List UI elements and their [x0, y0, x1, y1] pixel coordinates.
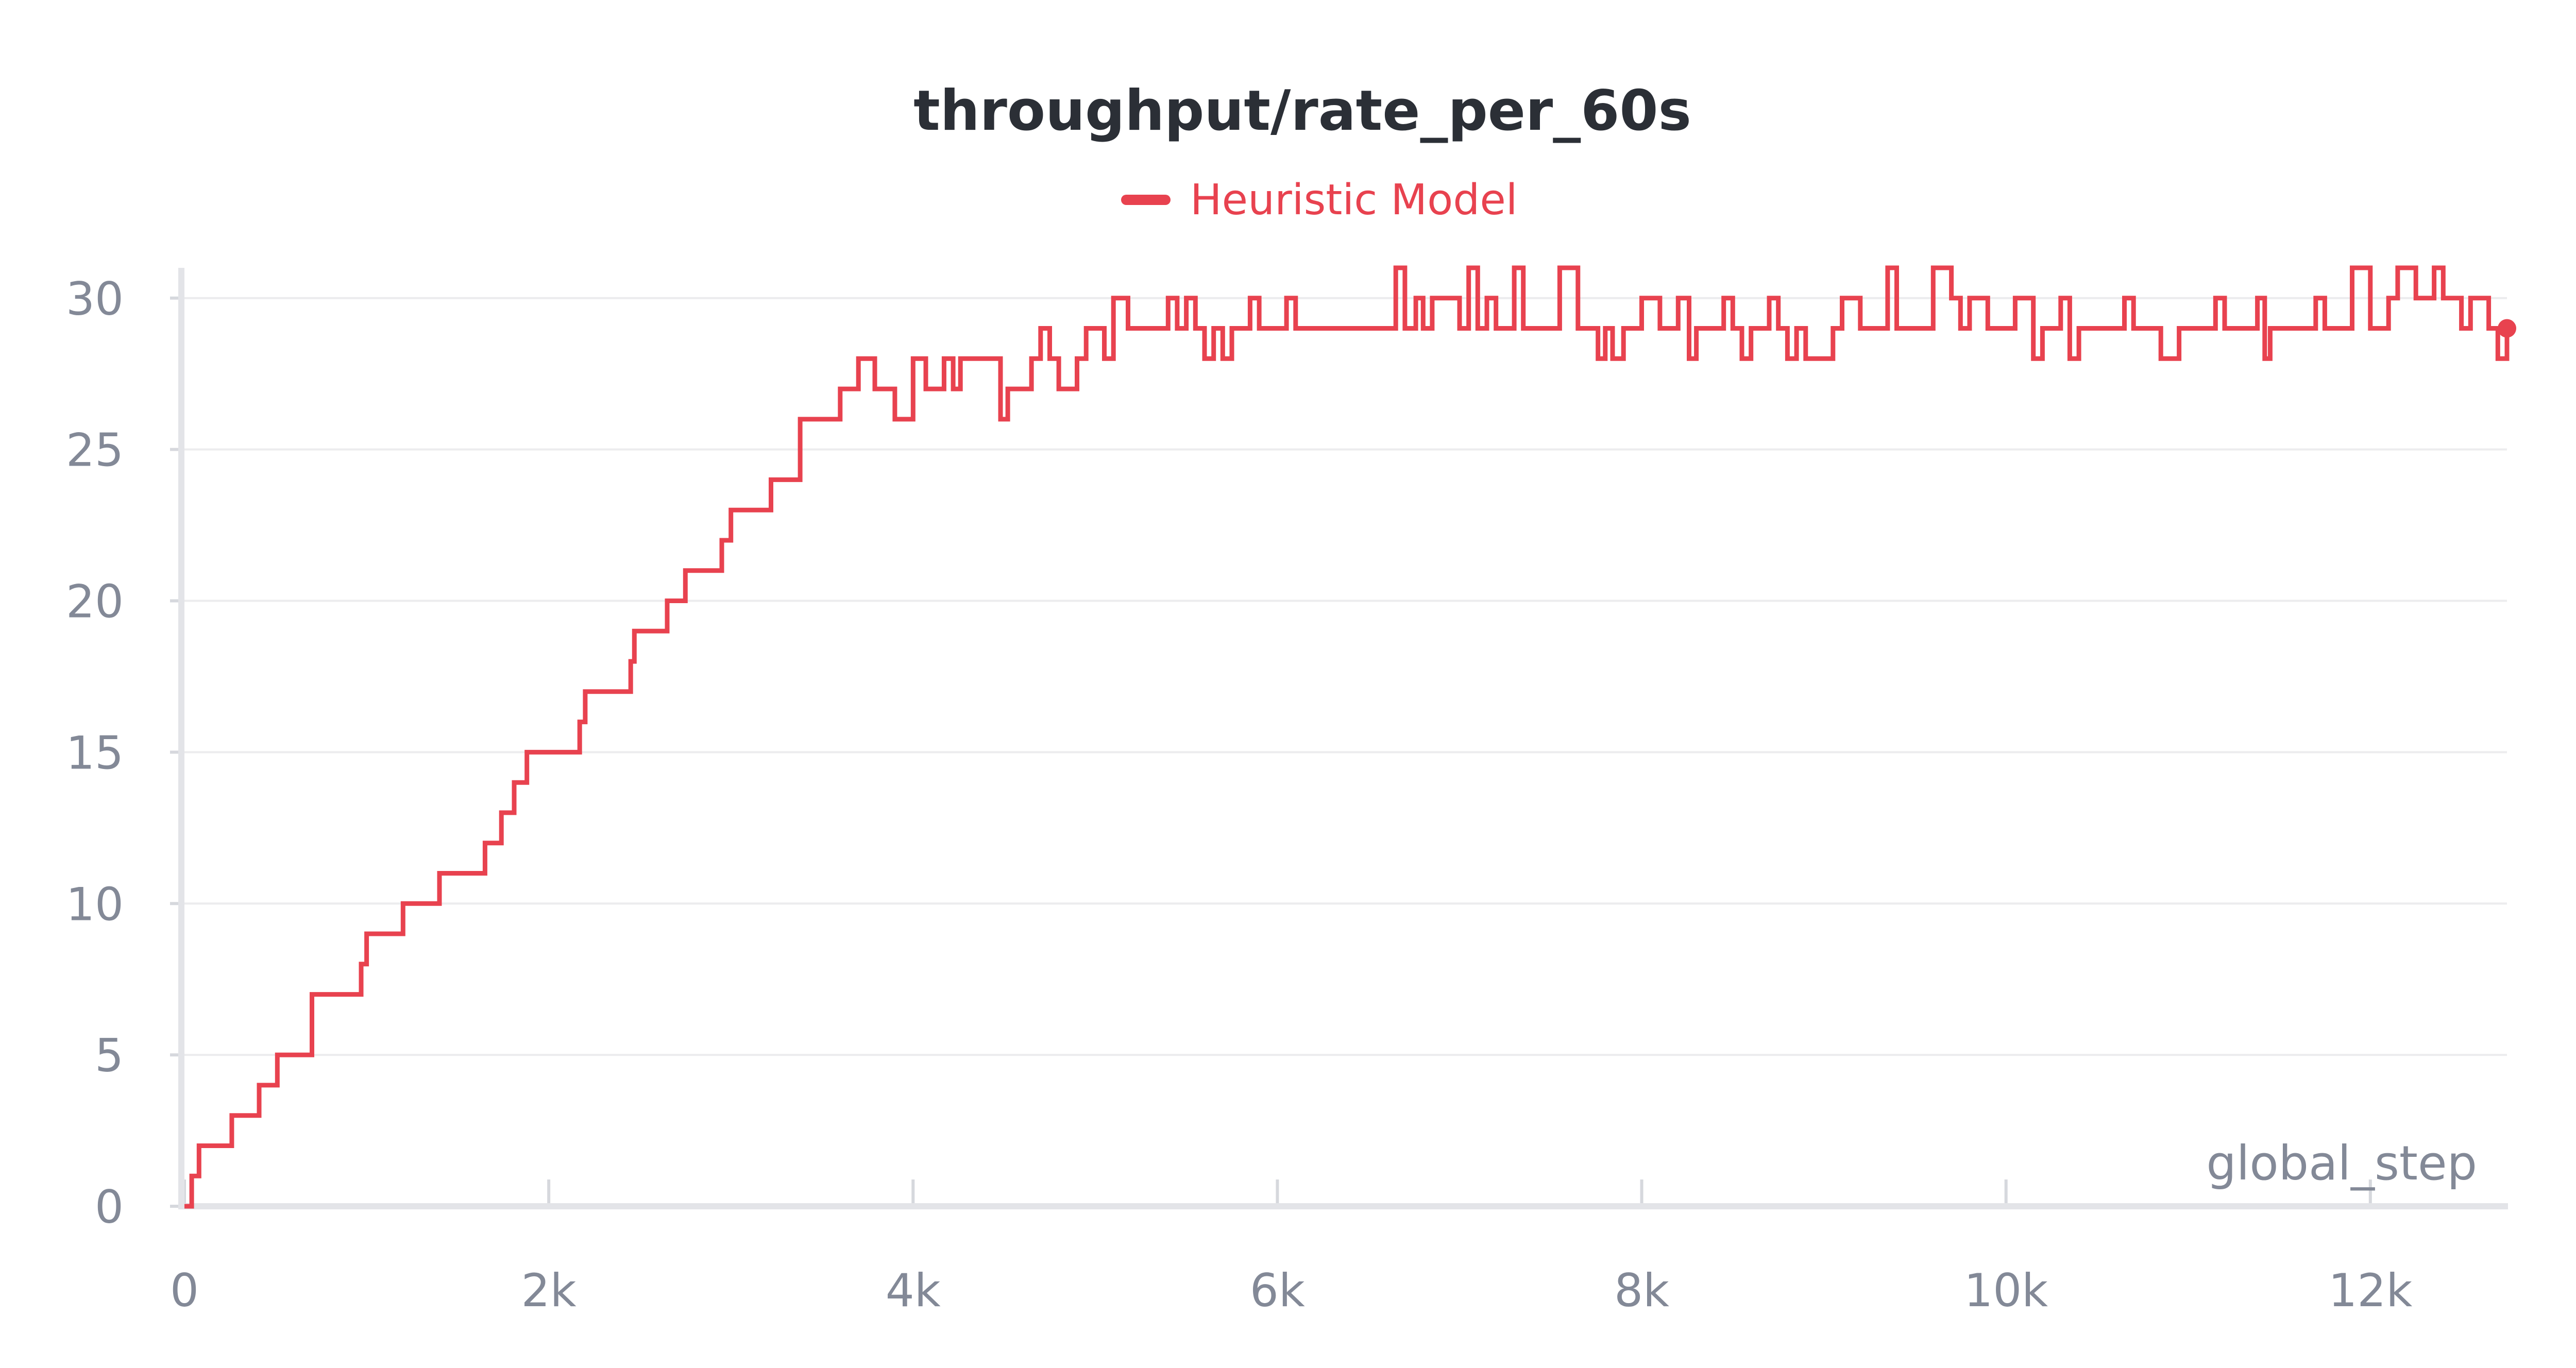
x-tick-label: 4k — [886, 1264, 941, 1317]
x-axis-label: global_step — [2206, 1136, 2477, 1191]
series-endpoint-marker — [2498, 319, 2516, 338]
y-tick-label: 5 — [95, 1029, 124, 1082]
y-tick-label: 30 — [66, 272, 124, 326]
x-axis-ticks: 0 2k 4k 6k 8k 10k 12k — [170, 1179, 2412, 1317]
x-tick-label: 2k — [521, 1264, 577, 1317]
x-tick-label: 10k — [1964, 1264, 2048, 1317]
x-tick-label: 0 — [170, 1264, 199, 1317]
grid — [184, 297, 2507, 1056]
chart-title: throughput/rate_per_60s — [913, 79, 1691, 143]
legend-label-heuristic-model: Heuristic Model — [1190, 176, 1518, 225]
x-tick-label: 6k — [1250, 1264, 1305, 1317]
legend[interactable]: Heuristic Model — [1121, 176, 1518, 225]
x-tick-label: 12k — [2328, 1264, 2412, 1317]
y-tick-label: 20 — [66, 575, 124, 628]
y-tick-label: 10 — [66, 878, 124, 931]
y-axis-ticks: 0 5 10 15 20 25 30 — [66, 272, 181, 1234]
series-line-heuristic-model — [184, 265, 2510, 1209]
x-tick-label: 8k — [1614, 1264, 1669, 1317]
series-layer — [184, 265, 2516, 1209]
y-tick-label: 0 — [95, 1181, 124, 1234]
y-tick-label: 15 — [66, 726, 124, 779]
y-tick-label: 25 — [66, 424, 124, 477]
